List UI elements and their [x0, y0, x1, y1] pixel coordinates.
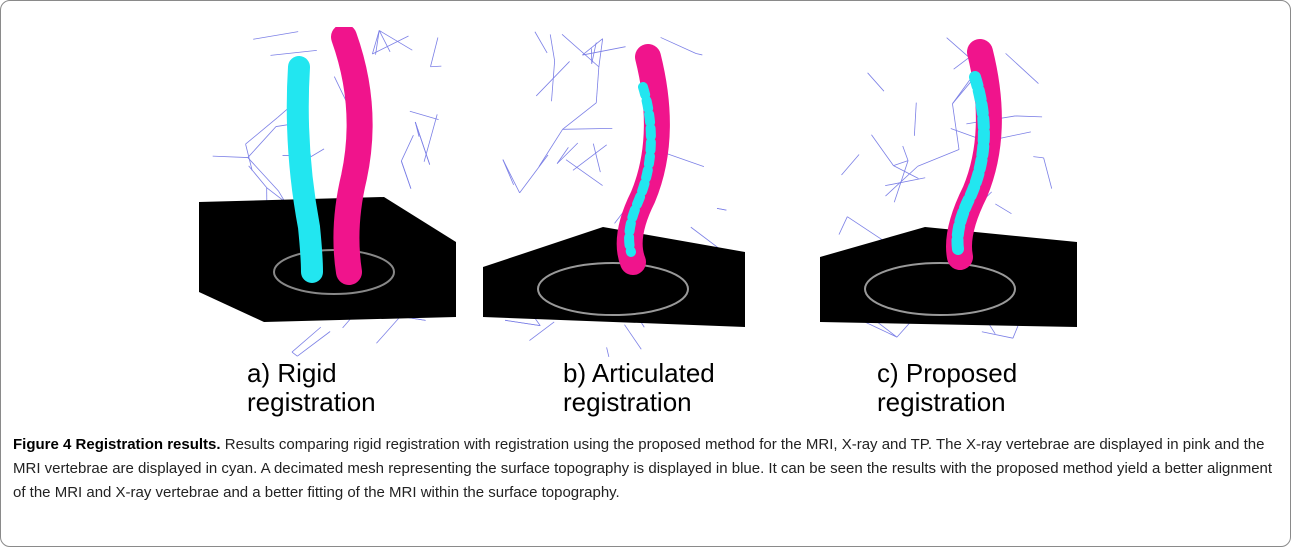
- mri-slice-anatomy: [537, 262, 689, 316]
- figure-caption: Figure 4 Registration results. Results c…: [13, 433, 1275, 505]
- subcaption-line2: registration: [563, 387, 692, 417]
- mri-vertebrae: [951, 71, 990, 255]
- mri-slice: [820, 227, 1077, 327]
- mri-slice: [483, 227, 745, 327]
- panel-proposed-image: [815, 27, 1077, 357]
- subcaption-line2: registration: [877, 387, 1006, 417]
- panel-rigid-image: [194, 27, 456, 357]
- subcaption-rigid: a) Rigid registration: [247, 359, 527, 417]
- figure-label: Figure 4: [13, 436, 72, 453]
- subcaption-proposed: c) Proposed registration: [877, 359, 1157, 417]
- subcaption-line1: a) Rigid: [247, 358, 337, 388]
- subcaption-line2: registration: [247, 387, 376, 417]
- mri-vertebrae: [624, 82, 656, 257]
- proposed-registration-render: [820, 37, 1077, 339]
- rigid-registration-render: [199, 27, 456, 357]
- xray-vertebrae: [331, 27, 373, 285]
- mri-slice: [199, 197, 456, 322]
- figure-title: Registration results.: [75, 436, 221, 453]
- articulated-registration-render: [483, 31, 745, 357]
- subcaption-articulated: b) Articulated registration: [563, 359, 843, 417]
- mri-slice-anatomy: [864, 262, 1016, 316]
- figure-caption-text: Results comparing rigid registration wit…: [13, 436, 1273, 501]
- subcaption-line1: c) Proposed: [877, 358, 1018, 388]
- panel-articulated-image: [483, 27, 745, 357]
- subcaption-line1: b) Articulated: [563, 358, 715, 388]
- mri-vertebrae: [286, 56, 323, 283]
